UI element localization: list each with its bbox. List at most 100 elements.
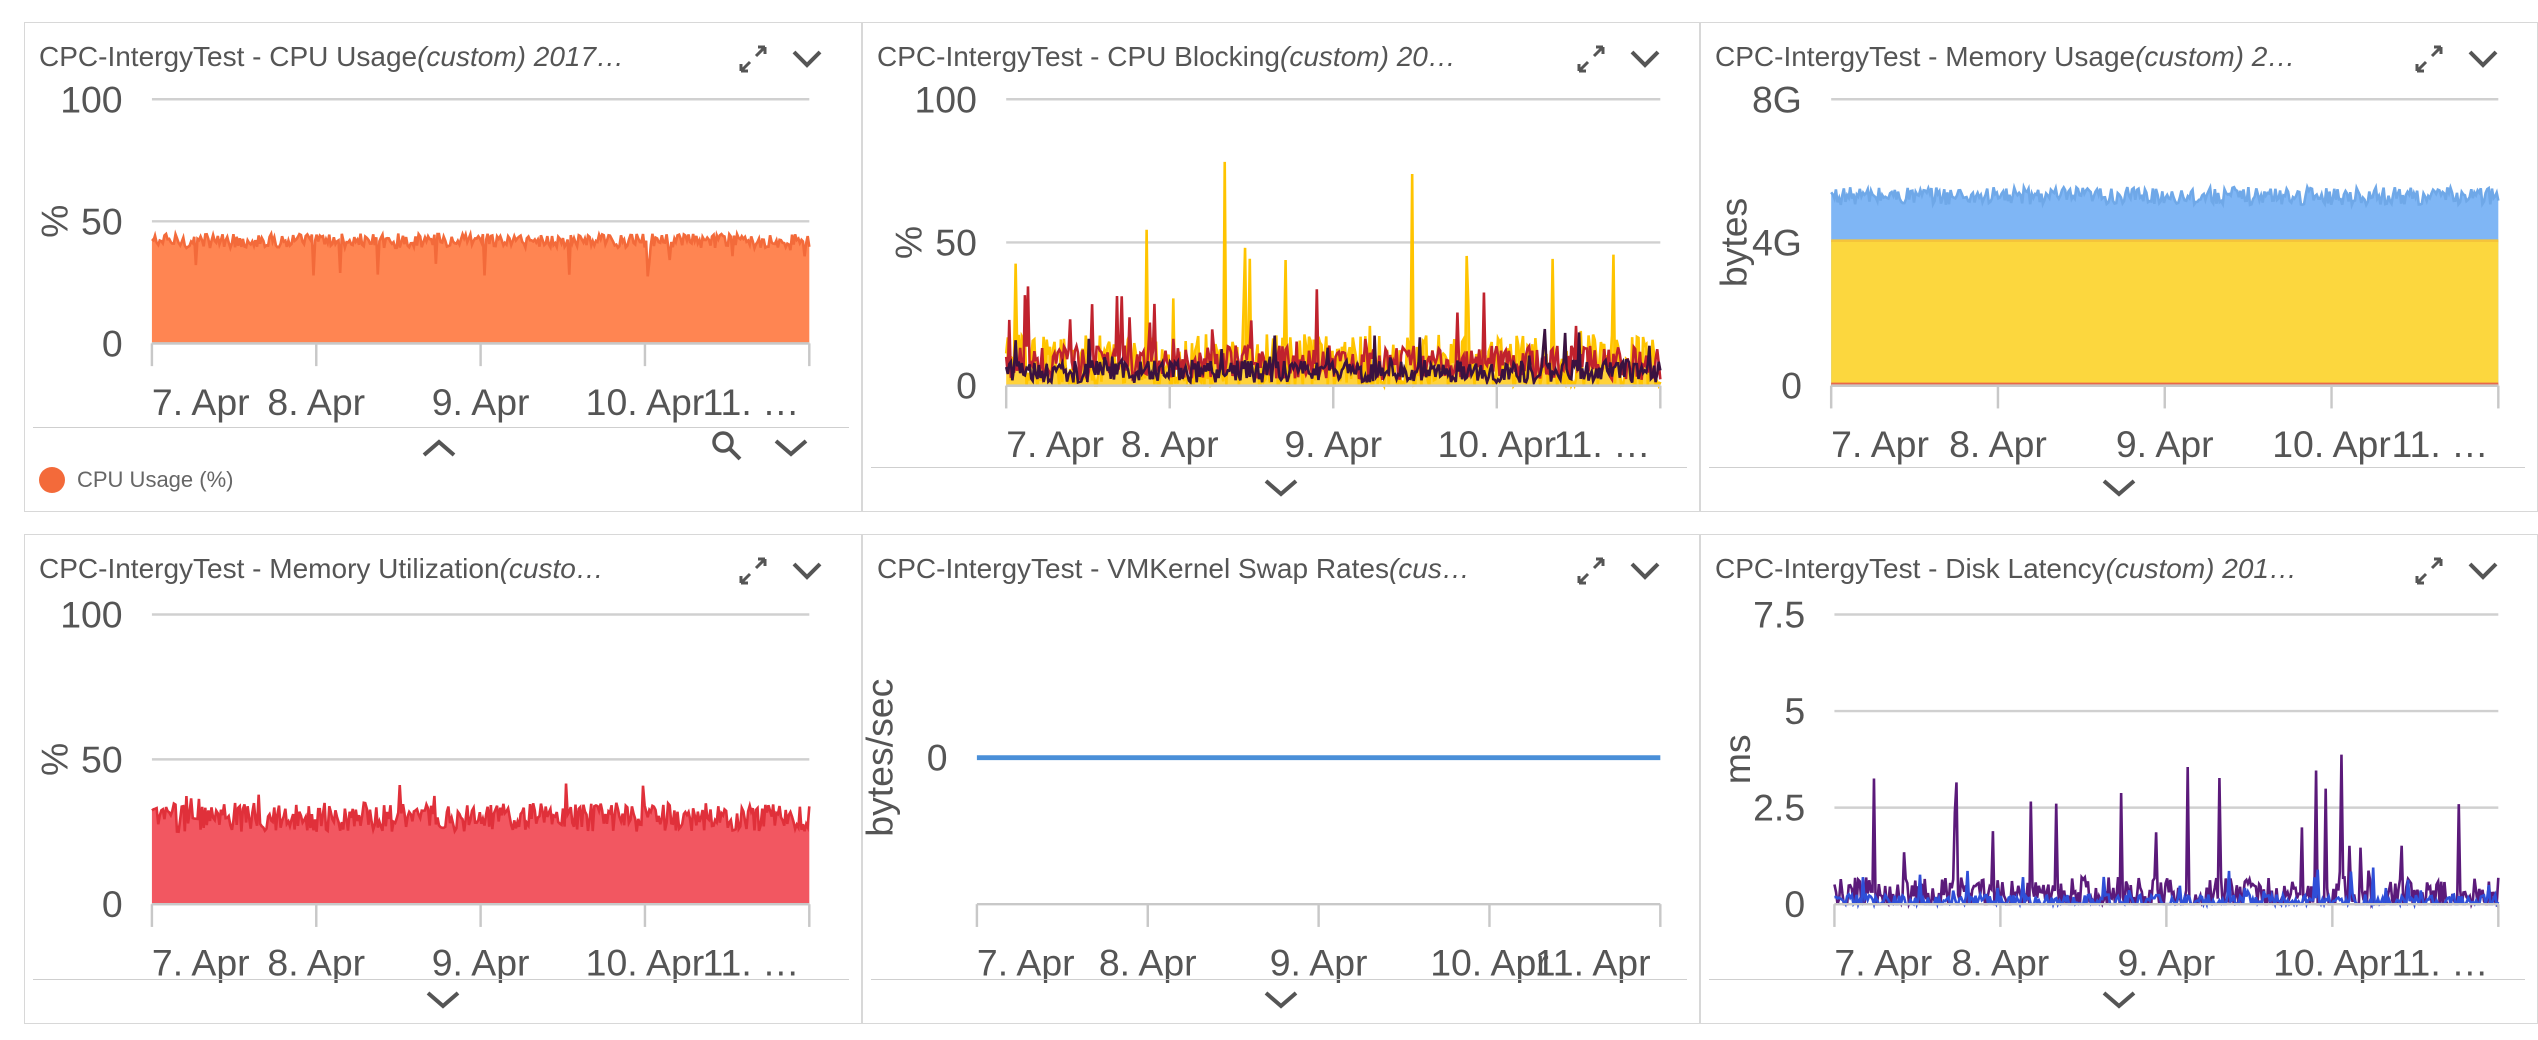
- series-line: [1833, 754, 2500, 910]
- y-tick-label: 50: [81, 200, 123, 242]
- y-tick-label: 0: [956, 365, 977, 407]
- x-tick-label: 10. Apr: [586, 381, 705, 423]
- x-tick-label: 8. Apr: [1949, 423, 2047, 465]
- chart-memory-usage: 0 4G 8G bytes 7. Apr 8. Apr 9. Apr 10. Apr 11. …: [1713, 83, 2500, 465]
- y-tick-label: 100: [60, 595, 122, 636]
- y-tick-label: 0: [1781, 365, 1802, 407]
- y-axis-label: ms: [1716, 734, 1758, 784]
- series-line: [1004, 161, 1662, 391]
- x-tick-label: 9. Apr: [432, 381, 530, 423]
- panel-title: CPC-IntergyTest - CPU Blocking(custom) 2…: [877, 41, 1456, 72]
- chevron-up-icon[interactable]: [417, 433, 461, 463]
- y-tick-label: 2.5: [1753, 787, 1805, 829]
- legend-label: CPU Usage (%): [77, 467, 234, 492]
- chart-disk-latency: 0 2.5 5 7.5 ms 7. Apr 8. Apr 9. Apr 10. Apr 11. …: [1716, 595, 2500, 984]
- chevron-down-icon[interactable]: [769, 433, 813, 463]
- x-tick-label: 7. Apr: [1006, 423, 1104, 465]
- expand-icon[interactable]: [731, 549, 775, 593]
- expand-icon[interactable]: [2407, 37, 2451, 81]
- x-tick-label: 9. Apr: [2116, 423, 2214, 465]
- footer-divider: [871, 467, 1687, 468]
- chevron-down-icon[interactable]: [2461, 37, 2505, 81]
- x-tick-label: 9. Apr: [1270, 942, 1368, 984]
- x-tick-label: 11. …: [1554, 423, 1651, 465]
- series-line: [1004, 328, 1662, 388]
- panel-memory-utilization: CPC-IntergyTest - Memory Utilization(cus…: [24, 534, 862, 1024]
- x-tick-label: 10. Apr: [2272, 423, 2391, 465]
- x-tick-label: 7. Apr: [1834, 942, 1932, 984]
- series-line: [151, 229, 811, 277]
- chevron-down-icon[interactable]: [1623, 549, 1667, 593]
- chevron-down-icon[interactable]: [785, 549, 829, 593]
- x-tick-label: 9. Apr: [432, 942, 530, 984]
- y-tick-label: 0: [102, 322, 123, 364]
- y-tick-label: 8G: [1752, 83, 1802, 120]
- x-tick-label: 7. Apr: [152, 942, 250, 984]
- chart-memory-utilization: 0 50 100% 7. Apr 8. Apr 9. Apr 10. Apr11. …: [33, 595, 811, 984]
- panel-cpu-usage: CPC-IntergyTest - CPU Usage(custom) 2017…: [24, 22, 862, 512]
- chevron-down-icon[interactable]: [421, 985, 465, 1015]
- chevron-down-icon[interactable]: [1259, 473, 1303, 503]
- panel-title: CPC-IntergyTest - Memory Usage(custom) 2…: [1715, 41, 2296, 72]
- series-line: [151, 783, 811, 835]
- x-tick-label: 8. Apr: [1099, 942, 1197, 984]
- series-area: [1831, 240, 2499, 386]
- expand-icon[interactable]: [731, 37, 775, 81]
- panel-cpu-blocking: CPC-IntergyTest - CPU Blocking(custom) 2…: [862, 22, 1700, 512]
- x-tick-label: 8. Apr: [1121, 423, 1219, 465]
- chevron-down-icon[interactable]: [1259, 985, 1303, 1015]
- y-tick-label: 0: [102, 883, 123, 925]
- y-tick-label: 50: [81, 738, 123, 780]
- zoom-search-icon[interactable]: [705, 431, 749, 461]
- panel-title: CPC-IntergyTest - CPU Usage(custom) 2017…: [39, 41, 625, 72]
- y-axis-label: %: [33, 205, 75, 238]
- series-area: [151, 783, 810, 905]
- chart-cpu-blocking: 0 50 100% 7. Apr 8. Apr 9. Apr 10. Apr11. …: [888, 83, 1662, 465]
- legend-swatch: [39, 467, 65, 493]
- chevron-down-icon[interactable]: [785, 37, 829, 81]
- x-tick-label: 11. …: [2392, 423, 2489, 465]
- x-tick-label: 9. Apr: [2118, 942, 2216, 984]
- expand-icon[interactable]: [1569, 37, 1613, 81]
- panel-title: CPC-IntergyTest - Disk Latency(custom) 2…: [1715, 553, 2297, 584]
- expand-icon[interactable]: [1569, 549, 1613, 593]
- x-tick-label: 7. Apr: [152, 381, 250, 423]
- series-area: [151, 233, 810, 344]
- chevron-down-icon[interactable]: [2097, 473, 2141, 503]
- y-tick-label: 5: [1784, 690, 1805, 732]
- y-axis-label: %: [33, 743, 75, 776]
- footer-divider: [871, 979, 1687, 980]
- x-tick-label: 11. …: [703, 942, 800, 984]
- y-axis-label: %: [888, 226, 930, 259]
- y-axis-label: bytes/sec: [863, 679, 900, 837]
- x-tick-label: 11. Apr: [1535, 942, 1651, 984]
- panel-vmkernel-swap-rates: CPC-IntergyTest - VMKernel Swap Rates(cu…: [862, 534, 1700, 1024]
- x-tick-label: 9. Apr: [1284, 423, 1382, 465]
- expand-icon[interactable]: [2407, 549, 2451, 593]
- x-tick-label: 11. …: [703, 381, 800, 423]
- y-tick-label: 0: [1784, 883, 1805, 925]
- x-tick-label: 11. …: [2392, 942, 2489, 984]
- footer-divider: [1709, 979, 2525, 980]
- panel-title: CPC-IntergyTest - VMKernel Swap Rates(cu…: [877, 553, 1470, 584]
- x-tick-label: 7. Apr: [977, 942, 1075, 984]
- legend-item[interactable]: CPU Usage (%): [39, 467, 233, 493]
- x-tick-label: 8. Apr: [1952, 942, 2050, 984]
- panel-memory-usage: CPC-IntergyTest - Memory Usage(custom) 2…: [1700, 22, 2538, 512]
- y-tick-label: 100: [914, 83, 976, 120]
- footer-divider: [33, 427, 849, 428]
- x-tick-label: 10. Apr: [1438, 423, 1557, 465]
- chevron-down-icon[interactable]: [1623, 37, 1667, 81]
- footer-divider: [1709, 467, 2525, 468]
- chevron-down-icon[interactable]: [2461, 549, 2505, 593]
- chart-cpu-usage: 0 50 100% 7. Apr 8. Apr 9. Apr 10. Apr11. …: [33, 83, 811, 423]
- y-tick-label: 50: [935, 221, 977, 263]
- x-tick-label: 8. Apr: [267, 381, 365, 423]
- y-tick-label: 100: [60, 83, 122, 120]
- footer-divider: [33, 979, 849, 980]
- panel-title: CPC-IntergyTest - Memory Utilization(cus…: [39, 553, 604, 584]
- x-tick-label: 10. Apr: [586, 942, 705, 984]
- chevron-down-icon[interactable]: [2097, 985, 2141, 1015]
- y-tick-label: 0: [927, 737, 948, 779]
